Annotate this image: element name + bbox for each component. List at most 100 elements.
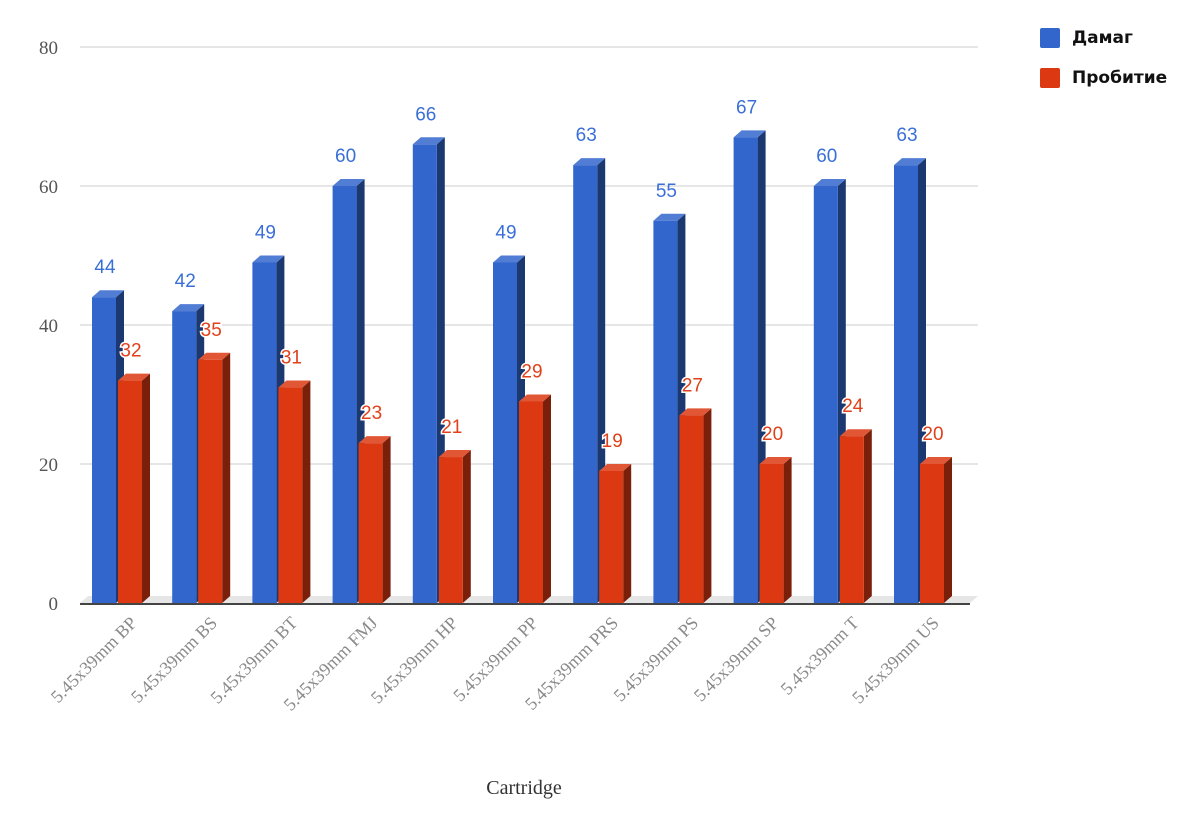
bar-front bbox=[358, 443, 383, 603]
bar-front bbox=[118, 380, 142, 603]
bar-top bbox=[813, 179, 846, 186]
bar-top bbox=[278, 380, 311, 388]
bar-top bbox=[733, 130, 766, 138]
data-label-damage: 67 bbox=[736, 97, 757, 118]
bar-front bbox=[839, 436, 864, 603]
data-label-damage: 49 bbox=[255, 222, 276, 243]
bar-side bbox=[142, 373, 150, 603]
bar-front bbox=[198, 359, 223, 603]
bar-penetration bbox=[198, 352, 231, 603]
bar-top bbox=[653, 213, 686, 221]
bar-damage bbox=[813, 179, 846, 603]
legend-label-penetration: Пробитие bbox=[1072, 68, 1168, 88]
data-label-penetration: 19 bbox=[602, 431, 623, 452]
bar-top bbox=[92, 290, 124, 298]
x-axis-ticks: 5.45x39mm BP5.45x39mm BS5.45x39mm BT5.45… bbox=[47, 613, 943, 715]
y-tick-label: 0 bbox=[49, 594, 59, 615]
legend-item-penetration[interactable]: Пробитие bbox=[1040, 66, 1167, 90]
bar-top bbox=[839, 429, 872, 437]
data-label-damage: 60 bbox=[816, 146, 837, 167]
bar-front bbox=[92, 297, 116, 603]
bar-penetration bbox=[759, 457, 792, 603]
data-label-damage: 44 bbox=[94, 257, 116, 278]
bar-top bbox=[332, 179, 365, 186]
data-label-damage: 42 bbox=[175, 271, 196, 292]
data-label-penetration: 27 bbox=[682, 375, 703, 396]
bar-front bbox=[679, 415, 704, 603]
data-label-damage: 63 bbox=[576, 125, 597, 146]
bar-front bbox=[252, 262, 277, 603]
legend-label-damage: Дамаг bbox=[1072, 28, 1133, 48]
bar-side bbox=[863, 429, 872, 603]
data-label-penetration: 29 bbox=[521, 361, 542, 382]
bar-front bbox=[733, 137, 758, 603]
bar-front bbox=[172, 311, 197, 603]
bar-penetration bbox=[519, 394, 551, 603]
bar-penetration bbox=[679, 408, 712, 603]
data-label-damage: 49 bbox=[495, 222, 516, 243]
y-tick-label: 20 bbox=[39, 455, 58, 476]
y-tick-label: 80 bbox=[39, 38, 58, 59]
data-label-damage: 55 bbox=[656, 181, 677, 202]
bar-side bbox=[783, 457, 792, 603]
bar-side bbox=[222, 352, 231, 603]
bar-front bbox=[278, 387, 303, 603]
legend-swatch-penetration bbox=[1040, 68, 1060, 88]
bar-side bbox=[462, 450, 471, 603]
x-tick-label: 5.45x39mm T bbox=[777, 613, 863, 699]
bars bbox=[92, 130, 952, 604]
bar-top bbox=[358, 436, 391, 444]
data-label-penetration: 21 bbox=[441, 417, 462, 438]
data-label-penetration: 35 bbox=[201, 320, 222, 341]
bar-front bbox=[332, 186, 357, 603]
bar-side bbox=[623, 463, 632, 603]
data-label-penetration: 24 bbox=[842, 396, 864, 417]
bar-top bbox=[118, 373, 150, 381]
bar-front bbox=[813, 186, 838, 603]
data-label-penetration: 31 bbox=[281, 348, 302, 369]
x-tick-label: 5.45x39mm PS bbox=[610, 613, 703, 706]
bar-side bbox=[703, 408, 712, 603]
x-axis-title: Cartridge bbox=[486, 777, 562, 799]
bar-front bbox=[894, 165, 918, 603]
bar-top bbox=[920, 457, 952, 464]
bar-top bbox=[252, 255, 285, 263]
y-axis-ticks: 0 20 40 60 80 bbox=[39, 38, 58, 615]
bar-front bbox=[653, 220, 678, 603]
bar-penetration bbox=[839, 429, 872, 603]
bar-penetration bbox=[358, 436, 391, 603]
bar-top bbox=[679, 408, 712, 416]
bar-front bbox=[599, 470, 624, 603]
bar-top bbox=[493, 255, 525, 263]
bar-penetration bbox=[118, 373, 150, 603]
bar-top bbox=[599, 463, 632, 471]
bar-side bbox=[944, 457, 952, 603]
legend-swatch-damage bbox=[1040, 28, 1060, 48]
bar-front bbox=[573, 165, 598, 603]
data-label-damage: 66 bbox=[415, 104, 436, 125]
bar-side bbox=[382, 436, 391, 603]
bar-top bbox=[198, 352, 231, 360]
bar-top bbox=[172, 304, 205, 312]
bar-top bbox=[438, 450, 471, 458]
bar-front bbox=[493, 262, 517, 603]
y-tick-label: 60 bbox=[39, 177, 58, 198]
bar-top bbox=[519, 394, 551, 402]
bar-side bbox=[543, 394, 551, 603]
bar-penetration bbox=[278, 380, 311, 603]
data-label-damage: 60 bbox=[335, 146, 356, 167]
bar-damage bbox=[92, 290, 124, 603]
data-labels: 44 32 42 35 49 31 60 23 66 21 49 29 63 19 55 27 67 20 60 24… bbox=[94, 97, 945, 453]
bar-front bbox=[759, 464, 784, 603]
bar-front bbox=[920, 464, 944, 603]
data-label-penetration: 23 bbox=[361, 403, 382, 424]
bar-penetration bbox=[438, 450, 471, 603]
legend-item-damage[interactable]: Дамаг bbox=[1040, 26, 1167, 50]
bar-top bbox=[412, 137, 445, 145]
x-tick-label: 5.45x39mm SP bbox=[690, 613, 783, 706]
y-tick-label: 40 bbox=[39, 316, 58, 337]
legend: Дамаг Пробитие bbox=[1040, 26, 1167, 106]
bar-front bbox=[519, 401, 543, 603]
